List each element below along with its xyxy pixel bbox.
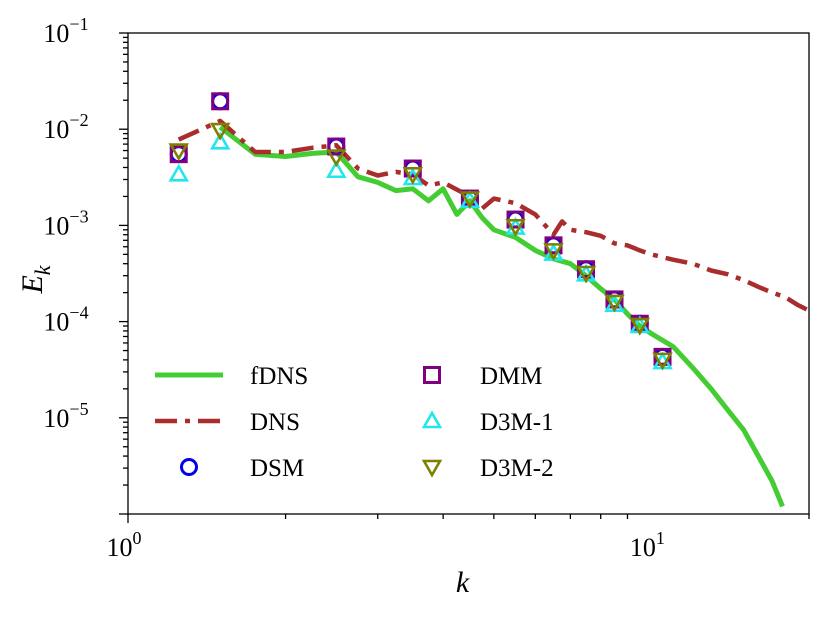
legend-label-dmm: DMM xyxy=(480,363,543,390)
data-point-d3m-2 xyxy=(543,243,564,261)
data-point-d3m-2 xyxy=(505,218,526,237)
y-tick-label: 10−1 xyxy=(43,14,88,48)
data-point-d3m-1 xyxy=(326,160,347,179)
y-axis-label: Ek xyxy=(16,264,55,294)
data-point-d3m-2 xyxy=(168,143,189,162)
data-point-dsm xyxy=(211,92,230,111)
legend-item-dns: DNS xyxy=(155,409,300,436)
legend-item-d3m-2: D3M-2 xyxy=(421,455,554,482)
plot-frame xyxy=(127,32,810,515)
legend-label-dsm: DSM xyxy=(250,455,304,482)
series-line-fdns xyxy=(218,125,785,508)
legend-item-fdns: fDNS xyxy=(155,363,308,390)
x-tick-label: 100 xyxy=(107,528,142,562)
legend-label-fdns: fDNS xyxy=(250,363,308,390)
data-point-d3m-2 xyxy=(652,352,673,371)
data-point-d3m-2 xyxy=(402,166,424,185)
data-point-dmm xyxy=(327,137,346,156)
legend-swatch-dsm xyxy=(180,458,198,476)
y-tick-label: 10−2 xyxy=(43,110,88,144)
data-point-d3m-2 xyxy=(326,149,347,168)
x-tick-label: 101 xyxy=(630,528,665,562)
legend-item-dmm: DMM xyxy=(423,363,543,390)
data-point-d3m-2 xyxy=(575,265,597,284)
data-point-d3m-1 xyxy=(168,163,189,182)
y-tick-label: 10−3 xyxy=(43,206,88,240)
legend-swatch-d3m-1 xyxy=(421,410,443,429)
data-point-d3m-1 xyxy=(209,131,231,150)
legend-item-d3m-1: D3M-1 xyxy=(421,409,554,436)
legend-label-d3m-1: D3M-1 xyxy=(480,409,554,436)
legend-label-dns: DNS xyxy=(250,409,300,436)
data-point-d3m-2 xyxy=(209,122,231,141)
legend-label-d3m-2: D3M-2 xyxy=(480,455,554,482)
series-line-dns xyxy=(177,118,809,313)
y-tick-label: 10−5 xyxy=(43,399,88,433)
data-point-d3m-2 xyxy=(629,317,651,336)
data-point-d3m-2 xyxy=(459,191,481,210)
legend-swatch-d3m-2 xyxy=(421,459,443,478)
data-point-d3m-2 xyxy=(604,294,625,313)
x-axis-label: k xyxy=(456,566,470,599)
y-tick-label: 10−4 xyxy=(43,303,88,337)
data-point-dmm xyxy=(169,145,188,164)
legend-item-dsm: DSM xyxy=(180,455,304,482)
data-point-dmm xyxy=(211,92,230,111)
legend-swatch-dmm xyxy=(423,366,441,384)
